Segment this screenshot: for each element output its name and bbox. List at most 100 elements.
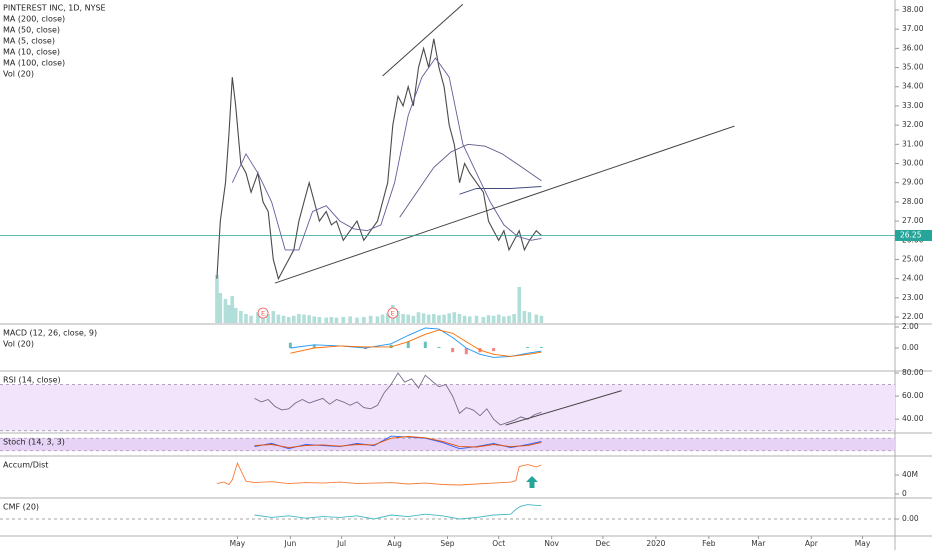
y-tick-label: 80.00 bbox=[902, 368, 924, 377]
y-tick-label: 0.00 bbox=[902, 343, 919, 352]
volume-bar bbox=[457, 314, 462, 323]
volume-bar bbox=[317, 317, 322, 323]
series-line bbox=[459, 186, 542, 195]
volume-bar bbox=[442, 314, 446, 323]
trend-line bbox=[274, 125, 735, 284]
volume-bar bbox=[474, 315, 479, 323]
volume-bar bbox=[256, 312, 260, 323]
y-tick-label: 23.00 bbox=[902, 293, 924, 302]
event-label: E bbox=[391, 310, 395, 318]
series-line bbox=[290, 329, 542, 357]
histogram-bar bbox=[437, 346, 441, 348]
x-tick-label: 2020 bbox=[646, 539, 665, 548]
x-tick-label: Nov bbox=[544, 539, 559, 548]
volume-bar bbox=[266, 314, 270, 323]
volume-bar bbox=[233, 308, 238, 323]
volume-bar bbox=[244, 314, 248, 323]
y-tick-label: 22.00 bbox=[902, 312, 924, 321]
volume-bar bbox=[452, 312, 457, 323]
x-tick-label: Oct bbox=[492, 539, 505, 548]
panel-label: MA (10, close) bbox=[3, 48, 60, 57]
volume-bar bbox=[416, 312, 421, 323]
volume-bar bbox=[396, 311, 400, 323]
y-tick-label: 27.00 bbox=[902, 216, 924, 225]
panel-label: RSI (14, close) bbox=[3, 376, 61, 385]
panel-label: Vol (20) bbox=[3, 70, 34, 79]
panel-label: MA (200, close) bbox=[3, 15, 65, 24]
y-tick-label: 40M bbox=[902, 470, 918, 479]
event-marker bbox=[387, 307, 399, 319]
panel bbox=[0, 435, 895, 452]
y-tick-label: 32.00 bbox=[902, 120, 924, 129]
series-line bbox=[231, 57, 542, 251]
volume-bar bbox=[218, 293, 223, 323]
y-tick-label: 24.00 bbox=[902, 274, 924, 283]
volume-bar bbox=[362, 317, 366, 323]
up-arrow-icon bbox=[526, 476, 538, 488]
volume-bar bbox=[502, 316, 506, 323]
volume-bar bbox=[437, 315, 441, 323]
panel-label: Accum/Dist bbox=[3, 461, 48, 470]
volume-bar bbox=[281, 315, 286, 323]
series-line bbox=[254, 504, 542, 520]
volume-bar bbox=[249, 315, 253, 323]
y-tick-label: 36.00 bbox=[902, 43, 924, 52]
volume-bar bbox=[329, 317, 334, 323]
histogram-bar bbox=[464, 347, 468, 355]
y-tick-label: 2.00 bbox=[902, 322, 919, 331]
histogram-bar bbox=[389, 344, 393, 348]
volume-bar bbox=[481, 317, 486, 323]
event-label: E bbox=[261, 310, 265, 318]
volume-bar bbox=[522, 311, 527, 323]
histogram-bar bbox=[539, 346, 543, 348]
y-tick-label: 38.00 bbox=[902, 5, 924, 14]
panel-label: MA (5, close) bbox=[3, 37, 55, 46]
volume-bar bbox=[496, 314, 501, 323]
volume-bar bbox=[223, 299, 228, 323]
panel-label: MA (50, close) bbox=[3, 26, 60, 35]
y-tick-label: 30.00 bbox=[902, 159, 924, 168]
series-line bbox=[254, 436, 542, 449]
volume-bar bbox=[227, 305, 231, 323]
volume-bar bbox=[215, 275, 219, 323]
y-tick-label: 31.00 bbox=[902, 139, 924, 148]
series-line bbox=[216, 461, 542, 486]
volume-bar bbox=[534, 314, 539, 323]
x-tick-label: Sep bbox=[440, 539, 454, 548]
histogram-bar bbox=[526, 346, 530, 348]
volume-bar bbox=[368, 315, 373, 323]
x-tick-label: Jun bbox=[284, 539, 297, 548]
volume-bar bbox=[239, 311, 243, 323]
x-tick-label: Jul bbox=[336, 539, 346, 548]
volume-bar bbox=[380, 314, 385, 323]
panel-label: MA (100, close) bbox=[3, 59, 65, 68]
volume-bar bbox=[312, 316, 317, 323]
series-line bbox=[254, 372, 542, 426]
panel bbox=[0, 372, 895, 432]
trend-line bbox=[505, 390, 622, 426]
trend-line bbox=[382, 3, 464, 77]
volume-bar bbox=[302, 314, 306, 323]
y-tick-label: 34.00 bbox=[902, 82, 924, 91]
histogram-bar bbox=[451, 347, 455, 353]
x-tick-label: Aug bbox=[387, 539, 402, 548]
volume-bar bbox=[355, 317, 359, 323]
volume-bar bbox=[286, 317, 291, 323]
series-line bbox=[399, 143, 542, 218]
volume-bar bbox=[486, 315, 491, 323]
x-tick-label: May bbox=[230, 539, 246, 548]
y-tick-label: 25.00 bbox=[902, 254, 924, 263]
volume-bar bbox=[447, 313, 452, 323]
volume-bar bbox=[324, 317, 329, 323]
volume-bar bbox=[539, 315, 544, 323]
y-tick-label: 60.00 bbox=[902, 391, 924, 400]
y-tick-label: 37.00 bbox=[902, 24, 924, 33]
volume-bar bbox=[517, 287, 522, 323]
x-tick-label: Dec bbox=[596, 539, 611, 548]
panel-label: Vol (20) bbox=[3, 340, 34, 349]
volume-bar bbox=[421, 313, 426, 323]
volume-bar bbox=[230, 296, 235, 323]
volume-bar bbox=[385, 313, 390, 323]
panel-label: CMF (20) bbox=[3, 503, 39, 512]
